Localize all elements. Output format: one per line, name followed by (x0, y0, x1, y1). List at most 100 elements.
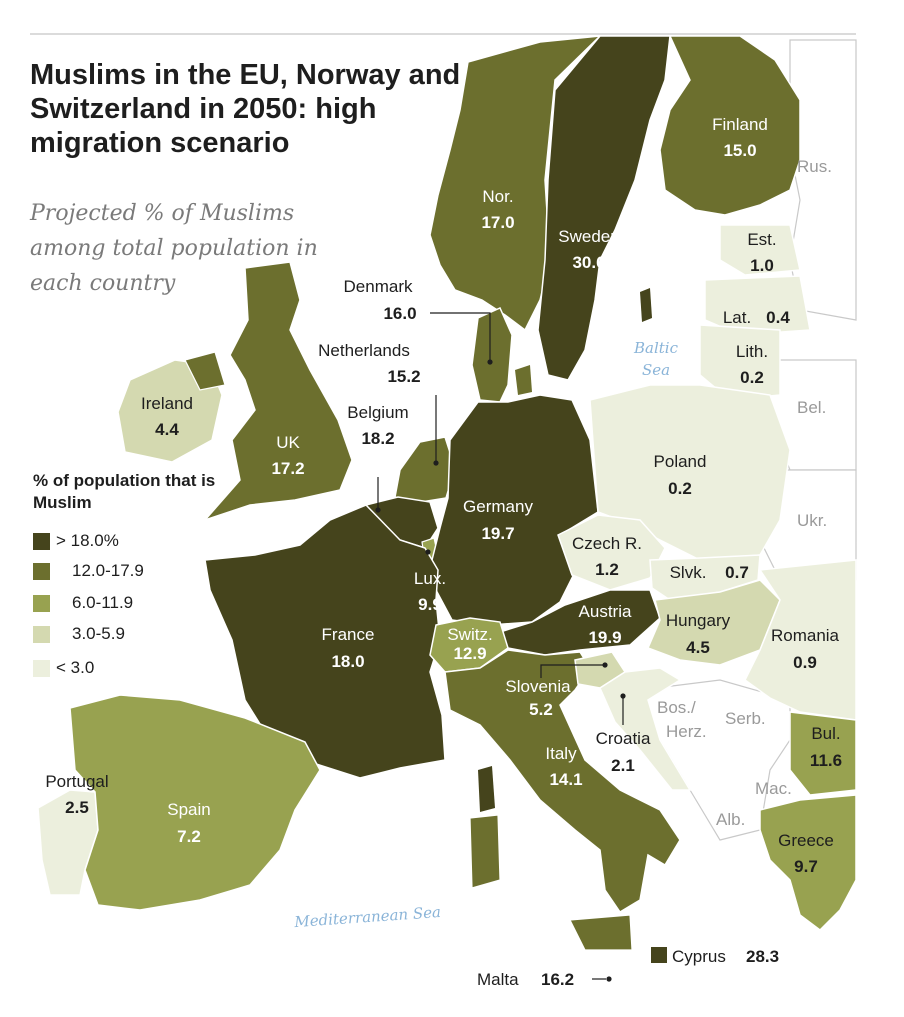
hungary-name: Hungary (666, 611, 731, 630)
sardinia-region (469, 814, 501, 889)
spain-name: Spain (167, 800, 210, 819)
lithuania-value: 0.2 (740, 368, 764, 387)
netherlands-name: Netherlands (318, 341, 410, 360)
spain-region (69, 694, 321, 911)
hungary-region (647, 579, 781, 666)
germany-name: Germany (463, 497, 533, 516)
legend-item: 6.0-11.9 (33, 592, 133, 614)
croatia-dot (620, 693, 626, 699)
gotland-region (640, 288, 652, 322)
denmark-value: 16.0 (383, 304, 416, 323)
legend-item: 3.0-5.9 (33, 623, 125, 645)
bosnia-label-1: Bos./ (657, 698, 696, 717)
latvia-name: Lat. (723, 308, 751, 327)
bulgaria-region (789, 711, 857, 796)
legend-item: > 18.0% (33, 530, 119, 552)
denmark-region (471, 307, 513, 403)
austria-value: 19.9 (588, 628, 621, 647)
serbia-label: Serb. (725, 709, 766, 728)
bosnia-label-2: Herz. (666, 722, 707, 741)
uk-value: 17.2 (271, 459, 304, 478)
france-name: France (322, 625, 375, 644)
romania-region (744, 559, 857, 721)
poland-value: 0.2 (668, 479, 692, 498)
norway-region (429, 35, 603, 332)
france-value: 18.0 (331, 652, 364, 671)
ireland-value: 4.4 (155, 420, 179, 439)
uk-region (202, 261, 353, 522)
switzerland-name: Switz. (447, 625, 492, 644)
bulgaria-name: Bul. (811, 724, 840, 743)
leader-dots (375, 359, 626, 982)
netherlands-value: 15.2 (387, 367, 420, 386)
ukraine-label: Ukr. (797, 511, 827, 530)
greece-region (759, 794, 857, 931)
ireland-name: Ireland (141, 394, 193, 413)
estonia-name: Est. (747, 230, 776, 249)
malta-value: 16.2 (541, 970, 574, 989)
germany-value: 19.7 (481, 524, 514, 543)
albania-label: Alb. (716, 810, 745, 829)
denmark-dot (487, 359, 493, 365)
legend-label: > 18.0% (56, 531, 119, 550)
map-title: Muslims in the EU, Norway and Switzerlan… (30, 59, 461, 159)
greece-value: 9.7 (794, 857, 818, 876)
portugal-value: 2.5 (65, 798, 89, 817)
portugal-name: Portugal (45, 772, 108, 791)
northern-ireland-region (184, 351, 226, 391)
slovakia-name: Slvk. (670, 563, 707, 582)
finland-name: Finland (712, 115, 768, 134)
norway-value: 17.0 (481, 213, 514, 232)
legend-label: < 3.0 (56, 658, 95, 677)
baltic-sea-label-2: Sea (642, 361, 670, 379)
sweden-region (537, 35, 671, 381)
czech-name: Czech R. (572, 534, 642, 553)
romania-value: 0.9 (793, 653, 817, 672)
netherlands-region (394, 436, 456, 504)
cyprus-name: Cyprus (672, 947, 726, 966)
slovenia-leader (540, 664, 605, 678)
legend-swatch-lightest (33, 659, 50, 677)
cyprus-value: 28.3 (746, 947, 779, 966)
croatia-name: Croatia (596, 729, 651, 748)
austria-name: Austria (579, 602, 632, 621)
map-subtitle: Projected % of Muslims among total popul… (30, 201, 318, 296)
slovenia-name: Slovenia (505, 677, 571, 696)
italy-name: Italy (545, 744, 577, 763)
finland-region (659, 35, 801, 216)
netherlands-dot (433, 460, 439, 466)
switzerland-region (429, 617, 509, 673)
cyprus-swatch (651, 947, 667, 963)
lithuania-name: Lith. (736, 342, 768, 361)
spain-value: 7.2 (177, 827, 201, 846)
russia-label: Rus. (797, 157, 832, 176)
sweden-name: Sweden (558, 227, 619, 246)
uk-name: UK (276, 433, 300, 452)
belgium-name: Belgium (347, 403, 408, 422)
bulgaria-value: 11.6 (810, 751, 842, 770)
estonia-value: 1.0 (750, 256, 774, 275)
legend-label: 6.0-11.9 (72, 593, 134, 612)
hungary-value: 4.5 (686, 638, 710, 657)
romania-name: Romania (771, 626, 840, 645)
malta-name: Malta (477, 970, 519, 989)
legend-item: 12.0-17.9 (33, 560, 144, 582)
denmark-leader (430, 312, 491, 362)
mediterranean-sea-label: Mediterranean Sea (293, 903, 442, 931)
belgium-value: 18.2 (361, 429, 394, 448)
baltic-sea-label-1: Baltic (633, 339, 679, 357)
legend-swatch-dark (33, 562, 50, 580)
latvia-value: 0.4 (766, 308, 790, 327)
poland-name: Poland (654, 452, 707, 471)
norway-name: Nor. (482, 187, 513, 206)
belgium-dot (375, 507, 381, 513)
czech-value: 1.2 (595, 560, 619, 579)
italy-value: 14.1 (549, 770, 582, 789)
greece-name: Greece (778, 831, 834, 850)
finland-value: 15.0 (723, 141, 756, 160)
legend-label: 12.0-17.9 (72, 561, 144, 580)
slovenia-value: 5.2 (529, 700, 553, 719)
belarus-label: Bel. (797, 398, 826, 417)
